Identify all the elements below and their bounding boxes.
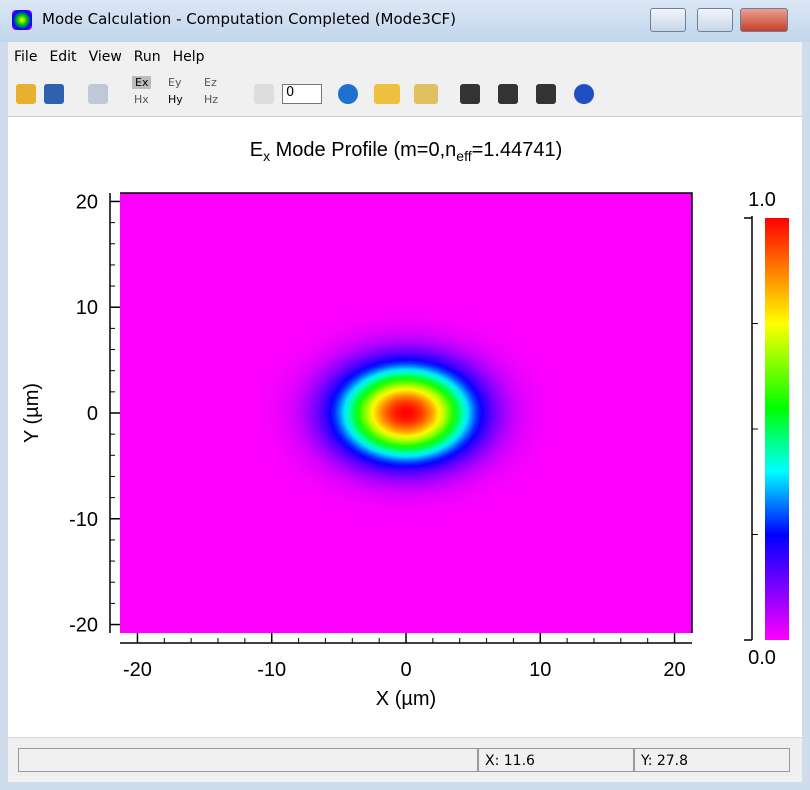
toolbar: Ex Ey Ez Hx Hy Hz 0 [8,72,802,117]
status-bar: X: 11.6 Y: 27.8 [8,738,802,782]
minimize-button[interactable] [650,8,686,32]
status-x: X: 11.6 [478,748,634,772]
app-icon [12,10,32,30]
field-ez[interactable]: Ez [204,76,217,89]
light-yellow[interactable] [498,84,518,104]
mode-index[interactable]: 0 [282,84,322,104]
window-title: Mode Calculation - Computation Completed… [42,10,456,28]
refresh-button[interactable] [338,84,358,104]
client-area [8,117,802,737]
close-button[interactable] [740,8,788,32]
menu-item[interactable]: View [88,49,122,65]
plot-button[interactable] [414,84,438,104]
help-button[interactable] [574,84,594,104]
title-bar: Mode Calculation - Computation Completed… [0,0,810,42]
status-y: Y: 27.8 [634,748,790,772]
field-ex[interactable]: Ex [132,76,152,89]
menu-item[interactable]: Help [172,49,205,65]
field-hz[interactable]: Hz [204,93,219,106]
menu-item[interactable]: File [14,49,38,65]
menu-item[interactable]: Edit [49,49,77,65]
status-message [18,748,478,772]
maximize-button[interactable] [697,8,733,32]
table-button[interactable] [374,84,400,104]
field-hy[interactable]: Hy [168,93,183,106]
field-hx[interactable]: Hx [134,93,149,106]
copy-button[interactable] [88,84,108,104]
light-red[interactable] [536,84,556,104]
menu-item[interactable]: Run [133,49,161,65]
mode-stepper[interactable] [254,84,274,104]
save-button[interactable] [44,84,64,104]
light-green[interactable] [460,84,480,104]
field-ey[interactable]: Ey [168,76,182,89]
open-button[interactable] [16,84,36,104]
menu-bar: File Edit View Run Help [8,42,802,72]
